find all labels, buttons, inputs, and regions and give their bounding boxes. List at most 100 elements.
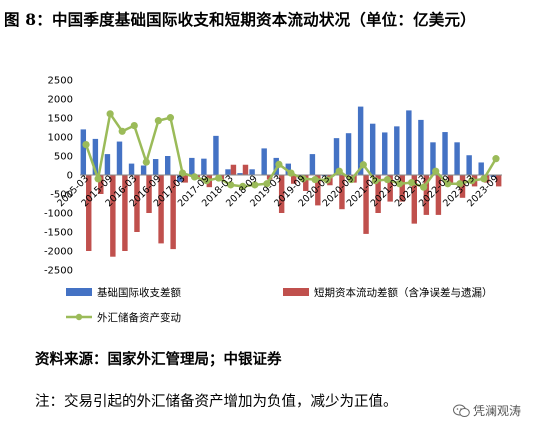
line-point	[203, 177, 211, 185]
bar-basic-bop	[116, 141, 123, 175]
bar-basic-bop	[92, 138, 99, 175]
line-point	[94, 175, 102, 183]
line-point	[106, 110, 114, 118]
chart: 2500 2000 1500 1000 500 0 -500 -1000 -1500 -2000 -…	[44, 76, 502, 324]
bar-short-term-capital	[495, 175, 502, 187]
bar-basic-bop	[382, 132, 388, 175]
bar-short-term-capital	[146, 175, 152, 213]
bar-short-term-capital	[363, 175, 369, 234]
line-point	[347, 175, 355, 184]
line-point	[166, 114, 175, 122]
bar-basic-bop	[466, 155, 472, 175]
line-point	[239, 182, 247, 190]
line-point	[311, 175, 319, 184]
line-point	[178, 169, 187, 177]
line-point	[118, 127, 126, 135]
line-point	[323, 176, 331, 184]
bar-basic-bop	[442, 132, 448, 175]
line-point	[227, 181, 235, 189]
bar-short-term-capital	[182, 175, 188, 183]
line-point	[287, 169, 295, 177]
x-axis: 2015-032015-092016-032016-092017-032017-…	[55, 173, 501, 209]
watermark: 凭澜观涛	[453, 402, 521, 419]
bar-short-term-capital	[242, 164, 249, 175]
bar-basic-bop	[152, 159, 159, 175]
line-point	[395, 180, 404, 188]
bar-short-term-capital	[411, 175, 417, 224]
bar-basic-bop	[478, 162, 484, 175]
line-point	[215, 174, 223, 182]
line-point	[299, 175, 307, 183]
legend-label-bar1: 基础国际收支差额	[97, 286, 181, 299]
bar-short-term-capital	[375, 175, 381, 213]
chart-title: 图 8：中国季度基础国际收支和短期资本流动状况（单位：亿美元）	[4, 10, 476, 29]
bar-short-term-capital	[122, 175, 128, 251]
bar-short-term-capital	[435, 175, 442, 215]
bar-basic-bop	[104, 154, 111, 175]
bar-short-term-capital	[170, 175, 176, 250]
bar-short-term-capital	[291, 175, 297, 184]
legend-label-bar2: 短期资本流动差额（含净误差与遗漏）	[314, 286, 493, 299]
y-tick-label: -2500	[44, 266, 73, 277]
bar-basic-bop	[345, 133, 352, 175]
bar-short-term-capital	[110, 175, 116, 257]
line-point	[407, 179, 416, 187]
line-point	[263, 180, 271, 188]
y-axis: 2500 2000 1500 1000 500 0 -500 -1000 -1500 -2000 -…	[44, 76, 73, 277]
line-point	[190, 173, 199, 181]
bar-basic-bop	[189, 157, 195, 175]
bar-short-term-capital	[459, 175, 466, 198]
bar-basic-bop	[490, 175, 496, 177]
y-tick-label: -1000	[44, 209, 73, 220]
line-point	[251, 181, 259, 189]
line-point	[456, 180, 464, 188]
y-tick-label: 1000	[48, 133, 73, 144]
source-text: 资料来源：国家外汇管理局；中银证券	[35, 351, 282, 368]
bar-basic-bop	[333, 138, 340, 175]
legend: 基础国际收支差额 短期资本流动差额（含净误差与遗漏） 外汇储备资产变动	[66, 286, 493, 324]
note-text: 注：交易引起的外汇储备资产增加为负值，减少为正值。	[35, 394, 398, 410]
line-point	[480, 175, 488, 183]
legend-label-line: 外汇储备资产变动	[97, 311, 181, 324]
bar-short-term-capital	[134, 175, 140, 232]
bar-short-term-capital	[158, 175, 164, 244]
bar-basic-bop	[418, 119, 424, 175]
bar-short-term-capital	[303, 175, 309, 191]
line-point	[492, 155, 500, 163]
bar-short-term-capital	[98, 175, 104, 194]
bar-basic-bop	[140, 165, 147, 175]
legend-swatch-bar2	[283, 288, 309, 296]
y-tick-label: -1500	[44, 228, 73, 239]
line-point	[444, 180, 452, 188]
y-tick-label: 2500	[48, 76, 73, 87]
bar-basic-bop	[225, 169, 231, 175]
wechat-icon	[453, 404, 470, 417]
line-point	[142, 158, 150, 166]
bar-basic-bop	[454, 142, 460, 175]
line-point	[468, 177, 476, 185]
y-tick-label: -500	[50, 190, 73, 201]
bar-short-term-capital	[423, 175, 430, 215]
bar-basic-bop	[309, 154, 316, 175]
bar-basic-bop	[321, 175, 328, 177]
bar-basic-bop	[369, 123, 376, 175]
bar-short-term-capital	[86, 175, 92, 251]
legend-swatch-bar1	[66, 288, 92, 296]
legend-marker-line	[75, 313, 83, 321]
bar-basic-bop	[201, 158, 207, 175]
line-point	[420, 183, 428, 191]
line-point	[359, 161, 367, 169]
line-point	[371, 177, 379, 185]
line-point	[383, 175, 392, 184]
y-tick-label: 500	[54, 152, 73, 163]
bar-series-basic-bop	[80, 106, 496, 182]
y-tick-label: -2000	[44, 247, 73, 258]
bar-basic-bop	[177, 175, 183, 182]
bar-short-term-capital	[278, 175, 285, 213]
bar-basic-bop	[394, 126, 400, 175]
bar-basic-bop	[128, 163, 135, 175]
bar-short-term-capital	[447, 175, 454, 183]
bar-basic-bop	[406, 110, 412, 175]
bar-short-term-capital	[339, 175, 345, 210]
y-tick-label: 1500	[48, 114, 73, 125]
